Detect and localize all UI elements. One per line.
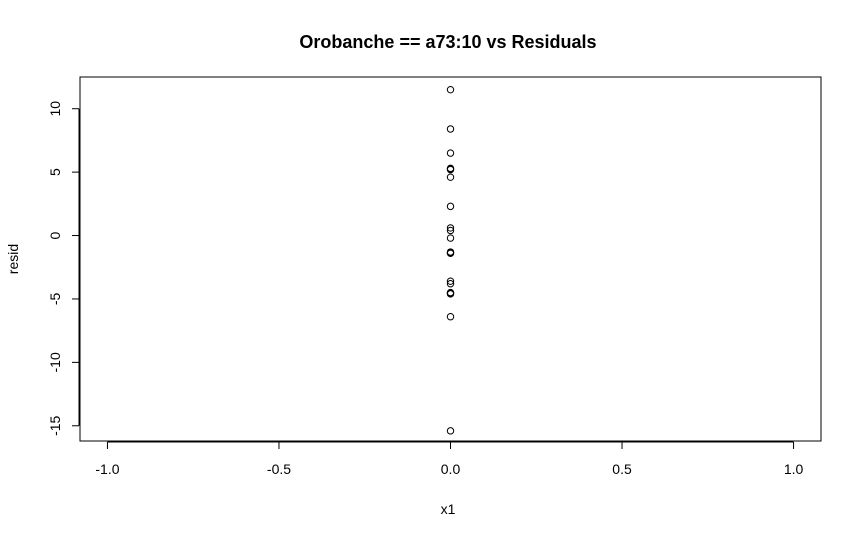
data-point xyxy=(446,149,455,157)
x-tick-label: -1.0 xyxy=(95,461,119,477)
y-axis-label: resid xyxy=(5,244,21,274)
y-tick-label: 0 xyxy=(47,231,63,239)
data-point xyxy=(446,165,455,173)
y-tick-label: 10 xyxy=(47,101,63,117)
data-point xyxy=(446,125,455,133)
x-tick-label: 1.0 xyxy=(784,461,804,477)
x-axis: -1.0 -0.5 0.0 0.5 1.0 xyxy=(95,441,804,477)
x-tick-label: -0.5 xyxy=(267,461,291,477)
data-point xyxy=(446,226,455,235)
chart-title: Orobanche == a73:10 vs Residuals xyxy=(299,32,596,52)
y-tick-label: -10 xyxy=(47,352,63,372)
data-point xyxy=(446,173,455,181)
data-point xyxy=(446,313,455,321)
data-point xyxy=(446,280,455,288)
data-points xyxy=(446,85,455,435)
data-point xyxy=(446,248,455,257)
data-point xyxy=(446,202,455,211)
x-axis-label: x1 xyxy=(441,501,456,517)
y-axis: -15 -10 -5 0 5 10 xyxy=(47,101,80,436)
y-tick-label: -15 xyxy=(47,415,63,435)
plot-frame xyxy=(79,76,822,442)
data-point xyxy=(446,224,455,232)
y-tick-label: 5 xyxy=(47,168,63,176)
x-tick-label: 0.5 xyxy=(612,461,632,477)
x-tick-label: 0.0 xyxy=(441,461,461,477)
data-point xyxy=(446,289,455,297)
data-point xyxy=(446,234,455,242)
data-point xyxy=(446,85,455,94)
data-point xyxy=(446,427,455,435)
data-point xyxy=(446,277,455,285)
y-tick-label: -5 xyxy=(47,293,63,306)
